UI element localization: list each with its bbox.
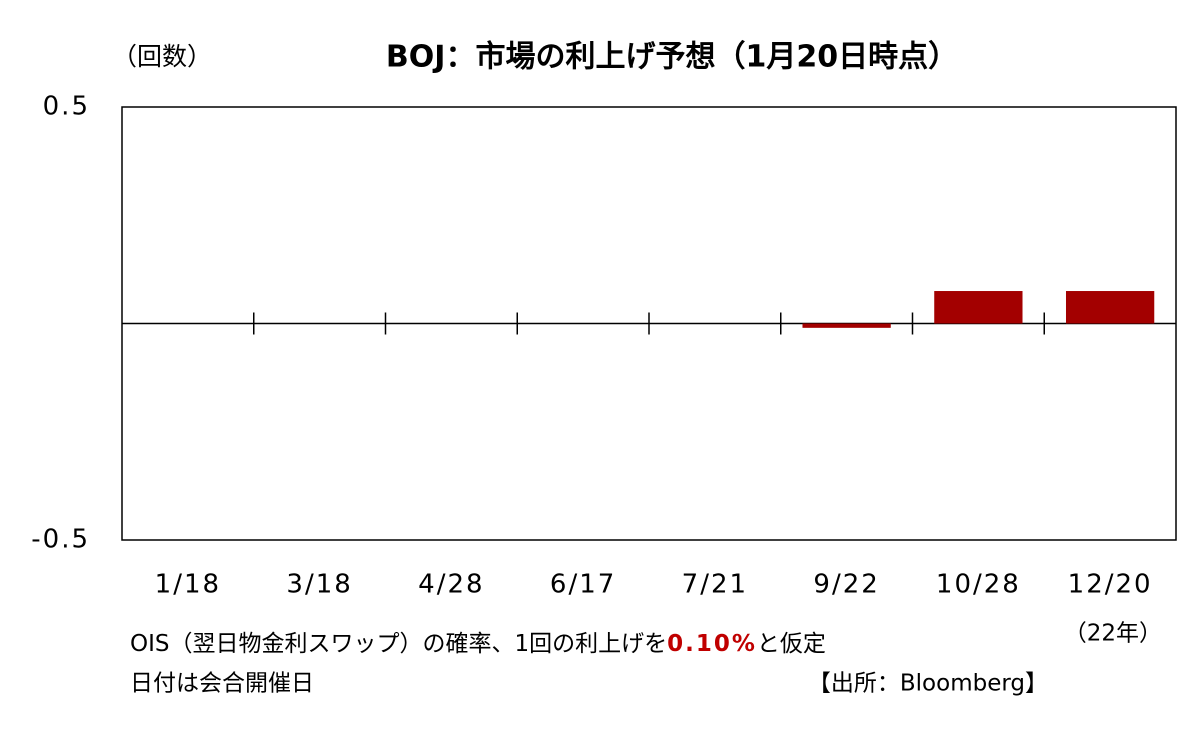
x-tick-label: 3/18 bbox=[286, 570, 352, 600]
note-text: と仮定 bbox=[757, 631, 826, 657]
note: 日付は会合開催日 bbox=[130, 671, 314, 697]
note-highlight: 0.10% bbox=[667, 631, 757, 657]
bar bbox=[802, 323, 891, 328]
source: 【出所：Bloomberg】 bbox=[808, 671, 1048, 697]
bar bbox=[1065, 291, 1155, 324]
x-tick-label: 6/17 bbox=[550, 570, 616, 600]
x-tick-label: 4/28 bbox=[418, 570, 484, 600]
y-tick-label: -0.5 bbox=[31, 525, 90, 555]
x-tick-label: 10/28 bbox=[936, 570, 1021, 600]
chart-title: BOJ：市場の利上げ予想（1月20日時点） bbox=[386, 40, 958, 75]
year-note: （22年） bbox=[1064, 621, 1162, 647]
note: OIS（翌日物金利スワップ）の確率、1回の利上げを0.10%と仮定 bbox=[130, 631, 826, 657]
x-tick-label: 12/20 bbox=[1068, 570, 1153, 600]
x-tick-label: 7/21 bbox=[682, 570, 748, 600]
x-tick-label: 1/18 bbox=[155, 570, 221, 600]
note-text: OIS（翌日物金利スワップ）の確率、1回の利上げを bbox=[130, 631, 667, 657]
x-tick-label: 9/22 bbox=[813, 570, 879, 600]
bar bbox=[934, 291, 1023, 324]
y-tick-label: 0.5 bbox=[43, 92, 90, 122]
y-unit: （回数） bbox=[112, 42, 212, 71]
